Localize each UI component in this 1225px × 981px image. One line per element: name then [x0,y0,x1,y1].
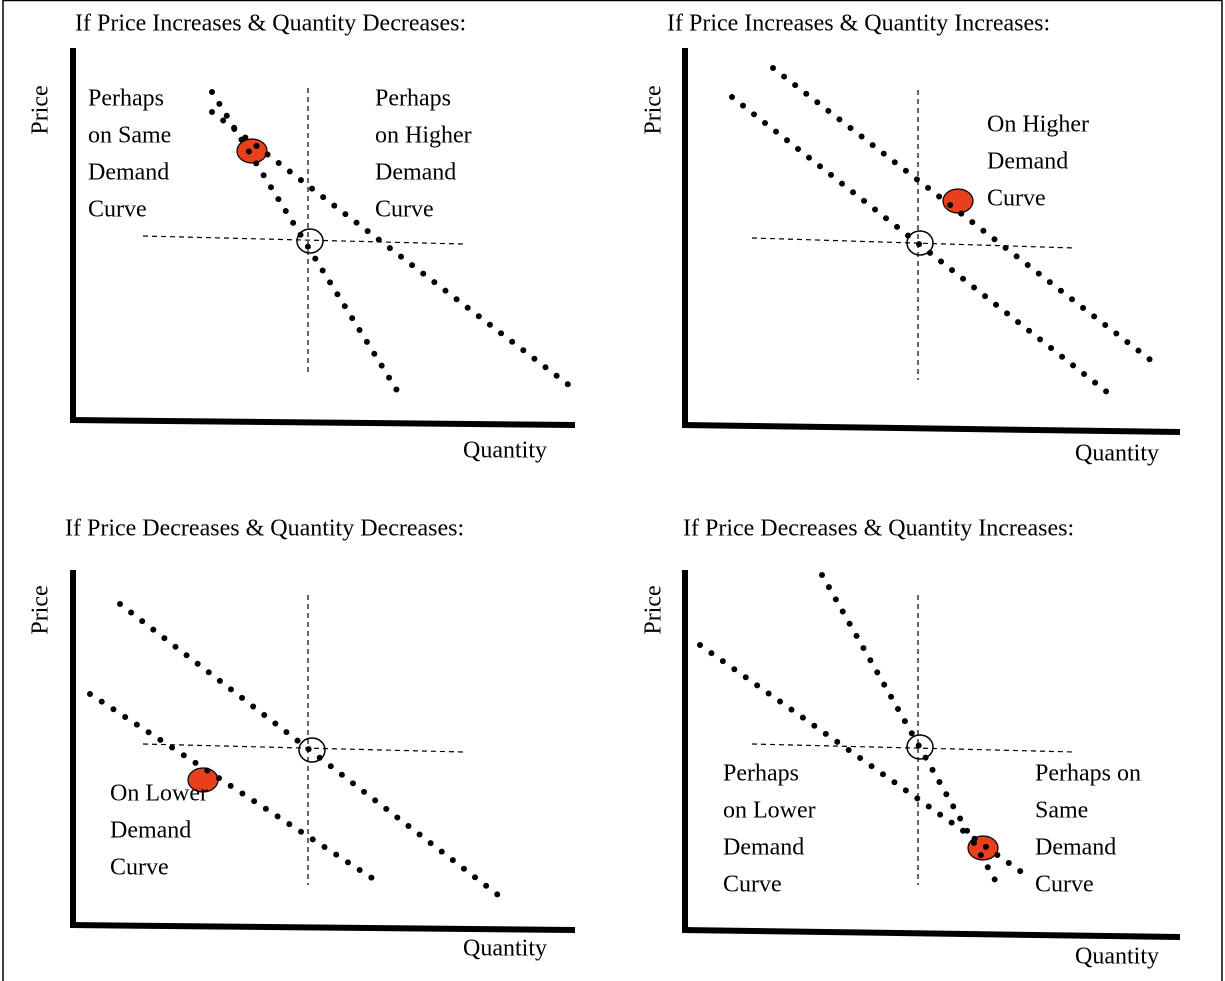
annotation: Demand [375,160,456,186]
annotation: On Lower [110,781,208,807]
dashed-line [142,743,464,753]
annotation: Curve [723,872,782,898]
y-axis-label: Price [28,85,54,134]
annotation: Curve [88,197,147,223]
annotation: Same [1035,798,1088,824]
x-axis [69,417,576,428]
demand-curve [209,89,401,395]
annotation: Perhaps [723,761,799,787]
y-axis-label: Price [641,585,667,634]
panel-title: If Price Increases & Quantity Increases: [667,11,1050,37]
annotation: Perhaps [88,86,164,112]
new-point [942,188,974,214]
x-axis [69,922,576,933]
annotation: Demand [1035,835,1116,861]
annotation: Demand [987,149,1068,175]
panel-title: If Price Decreases & Quantity Decreases: [65,516,464,542]
x-axis-label: Quantity [1075,944,1159,970]
y-axis-label: Price [28,585,54,634]
x-axis-label: Quantity [463,936,547,962]
panel-title: If Price Increases & Quantity Decreases: [75,11,466,37]
annotation: Curve [987,186,1046,212]
demand-curve [697,642,1033,881]
annotation: On Higher [987,112,1089,138]
annotation: Demand [88,160,169,186]
annotation: Demand [110,818,191,844]
dashed-line [142,235,464,245]
annotation: Perhaps [375,86,451,112]
demand-curve [729,94,1115,399]
annotation: Demand [723,835,804,861]
x-axis-label: Quantity [463,438,547,464]
demand-curve [87,691,378,883]
x-axis [681,927,1181,940]
dashed-line [751,237,1076,249]
equilibrium-point [298,737,326,763]
new-point [236,138,268,164]
x-axis-label: Quantity [1075,441,1159,467]
y-axis-label: Price [641,85,667,134]
demand-curve [770,65,1160,368]
panel-title: If Price Decreases & Quantity Increases: [683,516,1074,542]
dashed-line [751,743,1076,753]
annotation: on Lower [723,798,816,824]
annotation: Curve [375,197,434,223]
equilibrium-point [296,228,324,254]
x-axis [681,422,1181,435]
annotation: Perhaps on [1035,761,1141,787]
annotation: on Higher [375,123,472,149]
annotation: Curve [1035,872,1094,898]
demand-curve [209,109,573,389]
demand-curve [819,572,998,883]
annotation: Curve [110,855,169,881]
annotation: on Same [88,123,171,149]
equilibrium-point [906,230,934,256]
equilibrium-point [906,734,934,760]
